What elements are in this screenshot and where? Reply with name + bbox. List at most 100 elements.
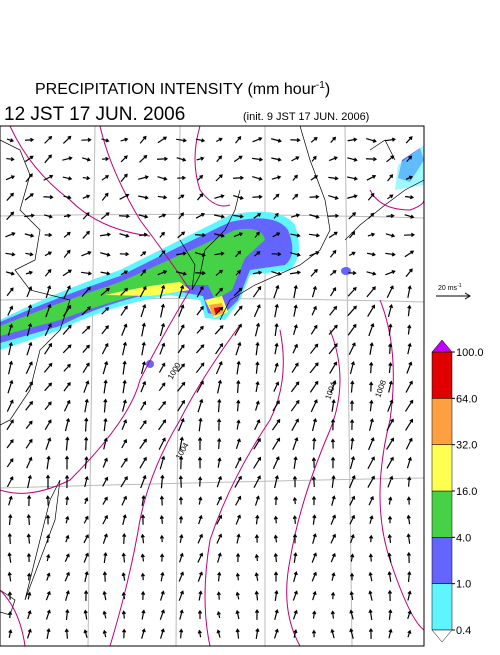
- wind-arrow: [233, 214, 244, 219]
- wind-arrow: [347, 157, 358, 162]
- wind-arrow: [329, 305, 338, 316]
- wind-arrow: [274, 322, 279, 336]
- wind-arrow: [235, 136, 242, 144]
- wind-arrow: [197, 609, 203, 620]
- wind-arrow: [406, 551, 412, 564]
- wind-arrow: [121, 419, 128, 431]
- wind-arrow: [349, 231, 356, 239]
- wind-arrow: [213, 214, 225, 219]
- wind-arrow: [141, 341, 146, 356]
- wind-arrow: [63, 213, 72, 218]
- wind-arrow: [330, 438, 336, 449]
- wind-arrow: [254, 495, 260, 506]
- wind-arrow: [139, 135, 147, 144]
- wind-arrow: [178, 515, 184, 524]
- wind-arrow: [255, 627, 260, 640]
- wind-arrow: [217, 437, 222, 450]
- wind-arrow: [292, 436, 299, 451]
- wind-arrow: [273, 628, 279, 639]
- wind-arrow: [197, 533, 203, 544]
- wind-arrow: [349, 591, 354, 600]
- wind-arrow: [24, 155, 34, 163]
- wind-arrow: [141, 494, 146, 507]
- wind-arrow: [44, 419, 52, 431]
- scale-text: 20 ms: [438, 285, 458, 292]
- wind-arrow: [138, 195, 149, 200]
- wind-arrow: [216, 475, 223, 488]
- wind-arrow: [328, 343, 338, 355]
- wind-arrow: [6, 458, 14, 468]
- wind-arrow: [8, 629, 13, 638]
- wind-arrow: [328, 176, 339, 181]
- wind-arrow: [271, 138, 282, 143]
- wind-arrow: [367, 456, 375, 470]
- wind-arrow: [367, 304, 376, 317]
- wind-arrow: [81, 251, 92, 257]
- wind-arrow: [178, 194, 185, 200]
- wind-arrow: [217, 571, 222, 582]
- wind-arrow: [46, 455, 51, 470]
- wind-arrow: [178, 475, 183, 488]
- wind-arrow: [101, 138, 110, 143]
- wind-arrow: [177, 344, 185, 354]
- wind-arrow: [215, 137, 223, 143]
- wind-arrow: [387, 475, 394, 488]
- wind-arrow: [330, 287, 337, 297]
- wind-arrow: [330, 380, 337, 394]
- wind-arrow: [102, 360, 109, 375]
- wind-arrow: [7, 571, 12, 582]
- wind-arrow: [310, 399, 318, 413]
- wind-arrow: [217, 457, 222, 468]
- wind-arrow: [65, 534, 70, 543]
- wind-arrow: [82, 176, 91, 181]
- wind-arrow: [291, 362, 299, 373]
- wind-arrow: [368, 437, 375, 451]
- wind-arrow: [330, 628, 335, 639]
- wind-arrow: [329, 361, 337, 374]
- wind-arrow: [386, 155, 395, 163]
- wind-arrow: [292, 174, 298, 181]
- wind-arrow: [368, 608, 373, 621]
- wind-arrow: [65, 590, 70, 601]
- wind-arrow: [404, 214, 415, 219]
- wind-arrow: [330, 552, 336, 563]
- wind-arrow: [81, 286, 91, 298]
- wind-arrow: [366, 137, 377, 143]
- wind-arrow: [103, 551, 108, 564]
- wind-arrow: [100, 212, 110, 220]
- wind-arrow: [236, 533, 241, 544]
- wind-arrow: [177, 417, 185, 432]
- wind-arrow: [121, 439, 127, 449]
- wind-arrow: [140, 590, 146, 600]
- wind-arrow: [216, 495, 222, 506]
- wind-arrow: [26, 322, 33, 337]
- wind-arrow: [291, 156, 300, 162]
- wind-arrow: [388, 343, 393, 354]
- wind-arrow: [82, 362, 90, 373]
- wind-arrow: [330, 610, 335, 619]
- wind-arrow: [160, 474, 165, 489]
- wind-arrow: [406, 514, 411, 525]
- wind-arrow: [366, 271, 377, 276]
- wind-arrow: [140, 269, 146, 277]
- wind-arrow: [255, 361, 260, 374]
- wind-arrow: [386, 437, 395, 450]
- wind-arrow: [405, 268, 413, 278]
- wind-arrow: [157, 156, 169, 161]
- wind-arrow: [44, 135, 53, 144]
- wind-arrow: [309, 343, 319, 354]
- wind-arrow: [235, 552, 241, 563]
- wind-arrow: [369, 342, 374, 355]
- wind-arrow: [406, 533, 411, 544]
- wind-arrow: [368, 418, 374, 431]
- wind-arrow: [404, 399, 414, 412]
- wind-arrow: [5, 175, 15, 181]
- wind-arrow: [196, 305, 204, 316]
- wind-arrow: [234, 323, 242, 336]
- wind-arrow: [159, 553, 165, 562]
- wind-arrow: [349, 495, 356, 506]
- wind-arrow: [309, 251, 320, 257]
- wind-arrow: [386, 285, 394, 299]
- wind-arrow: [236, 379, 241, 394]
